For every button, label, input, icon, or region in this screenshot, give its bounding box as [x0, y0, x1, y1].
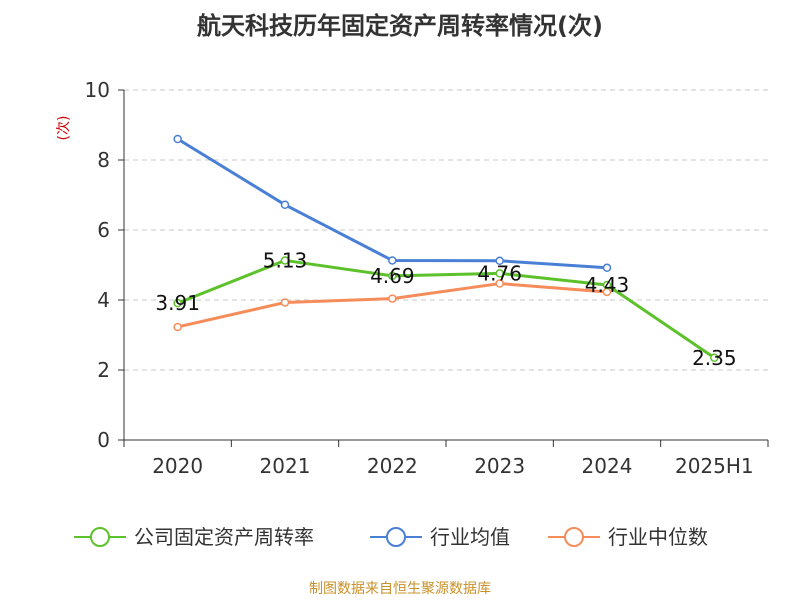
y-tick-label: 4 — [97, 288, 110, 312]
legend-label: 公司固定资产周转率 — [134, 525, 314, 549]
data-point — [280, 256, 290, 265]
data-point — [388, 271, 397, 281]
data-label: 2.35 — [692, 346, 737, 370]
x-tick-label: 2020 — [152, 454, 203, 478]
series-line — [177, 258, 716, 359]
y-tick-label: 0 — [97, 428, 110, 452]
x-tick-label: 2022 — [367, 454, 418, 478]
legend-item[interactable]: 公司固定资产周转率 — [74, 525, 314, 549]
data-point — [495, 279, 504, 288]
x-tick-label: 2024 — [582, 454, 633, 478]
data-point — [710, 353, 719, 362]
chart-title: 航天科技历年固定资产周转率情况(次) — [197, 12, 603, 40]
series-line — [177, 282, 608, 329]
x-tick-label: 2021 — [260, 454, 311, 478]
legend-marker — [90, 527, 110, 547]
data-point — [388, 294, 397, 303]
data-point — [602, 263, 612, 273]
legend-label: 行业均值 — [430, 525, 510, 549]
legend[interactable]: 公司固定资产周转率 行业均值 行业中位数 — [74, 525, 708, 549]
legend-marker — [386, 527, 406, 547]
x-tick-label: 2025H1 — [675, 454, 754, 478]
y-tick-label: 8 — [97, 148, 110, 172]
legend-label: 行业中位数 — [608, 525, 708, 549]
y-axis-unit-label: (次) — [56, 116, 72, 141]
series-lines — [173, 134, 719, 362]
data-point — [602, 280, 612, 290]
data-label: 4.43 — [585, 273, 630, 297]
data-label: 4.76 — [477, 261, 522, 285]
data-source-note: 制图数据来自恒生聚源数据库 — [309, 581, 491, 597]
data-label: 5.13 — [263, 248, 308, 272]
data-point — [280, 200, 290, 210]
data-point — [173, 322, 182, 332]
data-point — [495, 256, 504, 266]
y-tick-label: 2 — [97, 358, 110, 382]
y-tick-label: 10 — [85, 78, 110, 102]
data-point — [280, 298, 290, 307]
series-line — [176, 137, 608, 270]
x-tick-label: 2023 — [474, 454, 525, 478]
data-point — [495, 269, 504, 278]
data-labels: 3.91 5.13 4.69 4.76 4.43 2.35 — [155, 248, 736, 369]
data-label: 4.69 — [370, 264, 415, 288]
legend-item[interactable]: 行业均值 — [370, 525, 510, 549]
data-label: 3.91 — [155, 291, 200, 315]
axes: 0 2 4 6 8 10 2020 2021 2022 2023 2024 2025H1 — [85, 78, 769, 478]
legend-item[interactable]: 行业中位数 — [548, 525, 708, 549]
data-point — [173, 298, 182, 308]
data-point — [388, 256, 397, 265]
data-point — [173, 134, 182, 144]
y-tick-label: 6 — [97, 218, 110, 242]
legend-marker — [564, 527, 584, 547]
